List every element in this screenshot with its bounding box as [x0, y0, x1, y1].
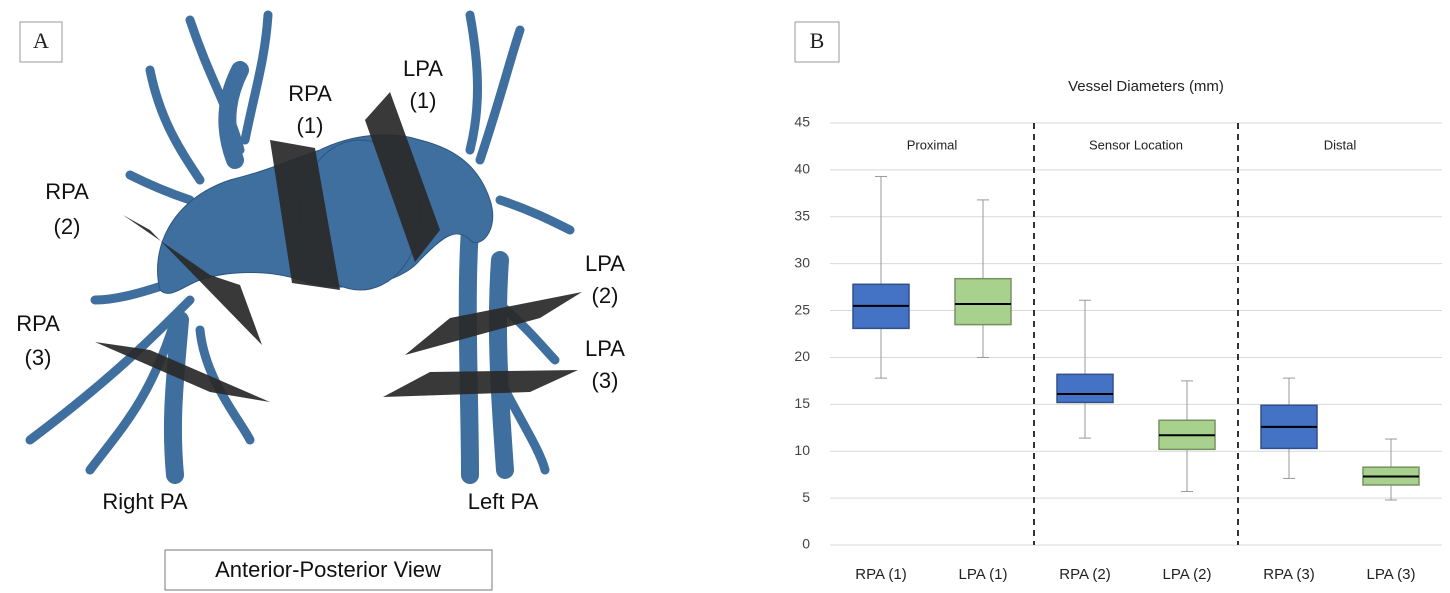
vessel-label: LPA (1): [403, 56, 443, 113]
view-box: [164, 549, 493, 591]
panel-label: B: [810, 28, 825, 53]
vessel-label-line: LPA: [585, 336, 625, 361]
vessel-label-line: (1): [410, 88, 437, 113]
view-label: Anterior-Posterior View: [215, 557, 441, 582]
vessel-label-line: RPA: [288, 81, 332, 106]
y-tick-label: 30: [794, 254, 810, 270]
y-tick-label: 45: [794, 114, 810, 130]
vessel-label-line: LPA: [403, 56, 443, 81]
vessel-label: RPA (1): [288, 81, 332, 138]
vessel-label-line: (3): [25, 345, 52, 370]
vessel-label-line: (2): [54, 214, 81, 239]
panel-label-box: [19, 21, 63, 63]
y-tick-label: 20: [794, 348, 810, 364]
vessel-label: RPA (2): [45, 179, 89, 239]
section-label: Sensor Location: [1089, 137, 1183, 152]
vessel-label: RPA (3): [16, 311, 60, 370]
y-tick-label: 15: [794, 395, 810, 411]
y-tick-label: 25: [794, 301, 810, 317]
vessel-label-line: RPA: [45, 179, 89, 204]
vessel-label-line: (3): [592, 368, 619, 393]
vessel-label-line: LPA: [585, 251, 625, 276]
side-label: Right PA: [102, 489, 188, 514]
vessel-label-line: RPA: [16, 311, 60, 336]
vessel-label: LPA (2): [585, 251, 625, 308]
section-label: Proximal: [907, 137, 958, 152]
vessel-label-line: (1): [297, 113, 324, 138]
y-tick-label: 0: [802, 536, 810, 552]
panel-label-box: [794, 21, 840, 63]
x-tick-label: RPA (1): [855, 566, 906, 583]
section-label: Distal: [1324, 137, 1357, 152]
chart-title: Vessel Diameters (mm): [1068, 78, 1224, 95]
vessel-model: [25, 10, 582, 484]
panel-label: A: [33, 28, 49, 53]
vessel-label-line: (2): [592, 283, 619, 308]
x-tick-label: RPA (2): [1059, 566, 1110, 583]
y-tick-label: 5: [802, 489, 810, 505]
side-label: Left PA: [468, 489, 539, 514]
y-tick-label: 40: [794, 161, 810, 177]
box: [954, 277, 1012, 326]
x-tick-label: RPA (3): [1263, 566, 1314, 583]
x-tick-label: LPA (3): [1367, 566, 1416, 583]
x-tick-label: LPA (2): [1163, 566, 1212, 583]
y-tick-label: 35: [794, 207, 810, 223]
box-plot: 0 5 10 15 20 25 30 35 40 45 Proximal Sensor Locatio…: [794, 114, 1442, 583]
vessel-label: LPA (3): [585, 336, 625, 393]
x-tick-label: LPA (1): [959, 566, 1008, 583]
y-tick-label: 10: [794, 442, 810, 458]
box: [1056, 373, 1114, 404]
